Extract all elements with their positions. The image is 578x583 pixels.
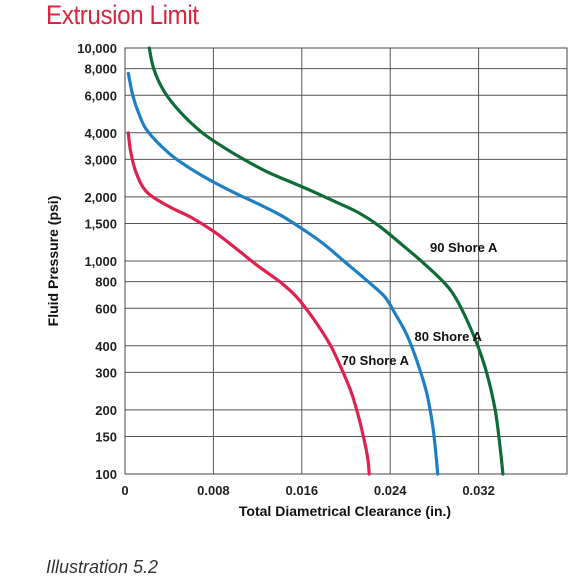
plot-border [124, 47, 568, 475]
x-tick-label: 0.016 [286, 483, 319, 498]
y-tick-label: 1,500 [84, 216, 117, 231]
x-tick-label: 0.008 [197, 483, 230, 498]
series-label-70-shore-a: 70 Shore A [342, 353, 410, 368]
series-line-80-shore-a [126, 71, 440, 476]
x-tick-label: 0 [121, 483, 128, 498]
y-tick-label: 6,000 [84, 88, 117, 103]
y-tick-label: 3,000 [84, 152, 117, 167]
series-label-90-shore-a: 90 Shore A [430, 240, 498, 255]
y-tick-label: 1,000 [84, 254, 117, 269]
y-tick-label: 100 [95, 467, 117, 482]
series-line-90-shore-a [147, 46, 505, 476]
chart-title: Extrusion Limit [46, 0, 199, 30]
illustration-caption: Illustration 5.2 [46, 557, 159, 577]
y-tick-label: 300 [95, 365, 117, 380]
x-tick-label: 0.024 [374, 483, 407, 498]
y-tick-label: 2,000 [84, 190, 117, 205]
y-tick-label: 200 [95, 403, 117, 418]
y-tick-label: 400 [95, 339, 117, 354]
series-lines [126, 46, 505, 476]
y-tick-label: 150 [95, 429, 117, 444]
series-label-80-shore-a: 80 Shore A [415, 329, 483, 344]
x-tick-label: 0.032 [462, 483, 495, 498]
y-tick-label: 8,000 [84, 62, 117, 77]
y-tick-label: 4,000 [84, 126, 117, 141]
series-labels: 90 Shore A 80 Shore A 70 Shore A [342, 240, 498, 368]
series-line-70-shore-a [126, 131, 371, 476]
y-tick-label: 600 [95, 301, 117, 316]
x-axis-title: Total Diametrical Clearance (in.) [239, 503, 451, 519]
y-axis-ticks: 100 150 200 300 400 600 800 1,000 1,500 2,000 3,00… [77, 41, 117, 482]
y-axis-title: Fluid Pressure (psi) [45, 196, 61, 327]
x-axis-ticks: 0 0.008 0.016 0.024 0.032 [121, 483, 494, 498]
y-tick-label: 10,000 [77, 41, 117, 56]
y-tick-label: 800 [95, 275, 117, 290]
